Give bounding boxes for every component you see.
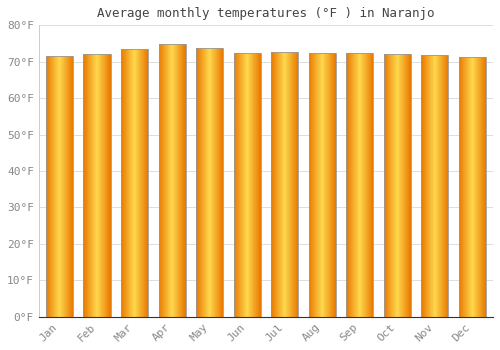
Bar: [196, 48, 223, 317]
Bar: [271, 51, 298, 317]
Bar: [46, 56, 73, 317]
Bar: [308, 52, 336, 317]
Bar: [84, 55, 110, 317]
Bar: [158, 44, 186, 317]
Title: Average monthly temperatures (°F ) in Naranjo: Average monthly temperatures (°F ) in Na…: [97, 7, 434, 20]
Bar: [459, 57, 486, 317]
Bar: [346, 53, 374, 317]
Bar: [384, 55, 411, 317]
Bar: [234, 52, 260, 317]
Bar: [422, 55, 448, 317]
Bar: [121, 49, 148, 317]
